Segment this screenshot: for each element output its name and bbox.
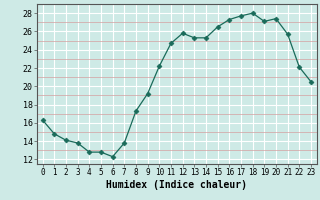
X-axis label: Humidex (Indice chaleur): Humidex (Indice chaleur) — [106, 180, 247, 190]
